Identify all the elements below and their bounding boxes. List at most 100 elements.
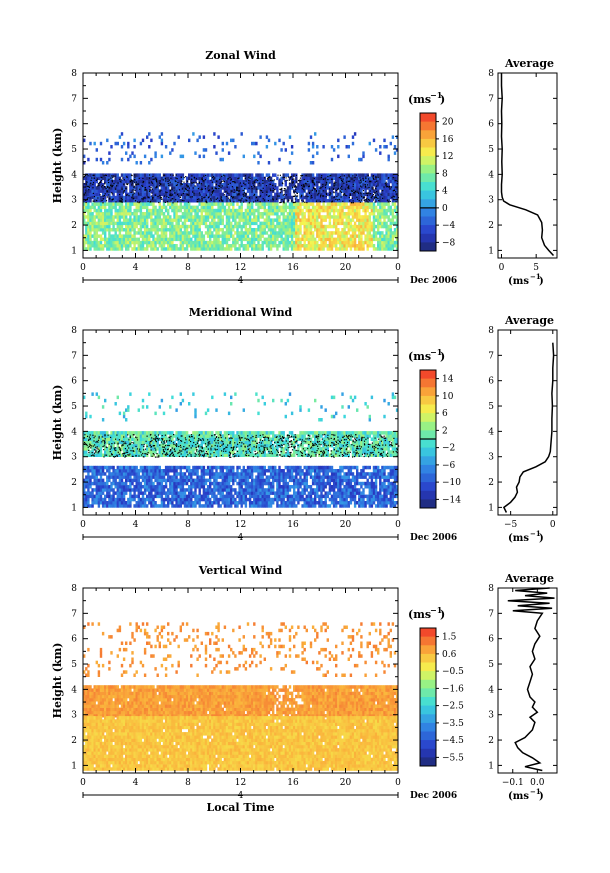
- heatmap-cell: [139, 179, 143, 184]
- y-tick-label: 7: [71, 94, 77, 104]
- heatmap-cell: [339, 221, 342, 226]
- heatmap-cell: [162, 179, 166, 184]
- heatmap-cell: [269, 247, 273, 251]
- contour-dot: [231, 197, 234, 199]
- contour-dot: [255, 200, 257, 202]
- heatmap-cell: [295, 224, 298, 229]
- heatmap-cell: [356, 186, 359, 190]
- contour-dot: [237, 190, 239, 192]
- heatmap-cell: [93, 237, 96, 242]
- heatmap-cell: [381, 247, 384, 251]
- heatmap-cell: [234, 212, 237, 216]
- heatmap-cell: [154, 192, 157, 197]
- contour-dot: [382, 197, 384, 199]
- heatmap-cell: [112, 218, 115, 222]
- heatmap-cell: [106, 447, 109, 451]
- heatmap-cell: [324, 231, 327, 235]
- heatmap-cell: [299, 183, 302, 187]
- heatmap-cell: [303, 453, 306, 457]
- contour-dot: [283, 200, 285, 202]
- contour-dot: [121, 188, 123, 190]
- contour-dot: [168, 196, 170, 199]
- heatmap-cell: [148, 392, 151, 396]
- heatmap-cell: [248, 186, 252, 190]
- heatmap-cell: [286, 247, 290, 251]
- contour-dot: [300, 179, 302, 181]
- heatmap-cell: [104, 212, 107, 216]
- contour-dot: [341, 185, 343, 188]
- heatmap-cell: [341, 244, 344, 248]
- heatmap-cell: [95, 208, 98, 213]
- contour-dot: [188, 187, 190, 189]
- contour-dot: [158, 201, 160, 204]
- heatmap-cell: [118, 208, 122, 213]
- heatmap-cell: [141, 224, 145, 229]
- heatmap-cell: [246, 199, 250, 203]
- heatmap-cell: [169, 450, 172, 454]
- heatmap-cell: [364, 202, 367, 206]
- heatmap-cell: [146, 218, 149, 222]
- heatmap-cell: [225, 176, 229, 181]
- heatmap-cell: [129, 183, 132, 187]
- contour-dot: [331, 178, 333, 180]
- heatmap-cell: [303, 202, 306, 206]
- heatmap-cell: [95, 247, 98, 251]
- heatmap-cell: [293, 450, 296, 454]
- heatmap-cell: [246, 205, 250, 210]
- heatmap-cell: [240, 234, 243, 238]
- heatmap-cell: [213, 173, 216, 177]
- contour-dot: [287, 176, 290, 178]
- heatmap-cell: [276, 215, 279, 219]
- contour-dot: [300, 196, 302, 198]
- heatmap-cell: [194, 221, 197, 226]
- heatmap-cell: [364, 240, 367, 245]
- heatmap-cell: [326, 173, 329, 177]
- heatmap-cell: [225, 215, 229, 219]
- heatmap-cell: [301, 199, 304, 203]
- contour-dot: [221, 180, 223, 182]
- heatmap-cell: [118, 411, 122, 416]
- heatmap-cell: [122, 237, 126, 242]
- heatmap-cell: [118, 202, 122, 206]
- heatmap-cell: [362, 183, 365, 187]
- heatmap-cell: [322, 237, 325, 242]
- heatmap-cell: [255, 141, 258, 146]
- heatmap-cell: [97, 205, 101, 210]
- heatmap-cell: [248, 447, 252, 451]
- heatmap-cell: [284, 173, 287, 177]
- heatmap-cell: [192, 234, 195, 238]
- contour-dot: [141, 198, 143, 200]
- heatmap-cell: [263, 453, 266, 457]
- heatmap-cell: [311, 186, 315, 190]
- contour-dot: [175, 180, 177, 183]
- heatmap-cell: [185, 212, 189, 216]
- heatmap-cell: [114, 189, 117, 193]
- heatmap-cell: [377, 192, 380, 197]
- contour-dot: [141, 184, 143, 187]
- heatmap-cell: [198, 218, 201, 222]
- contour-dot: [132, 195, 134, 197]
- heatmap-cell: [314, 244, 317, 248]
- heatmap-cell: [183, 183, 187, 187]
- contour-dot: [255, 179, 257, 181]
- heatmap-cell: [238, 173, 241, 177]
- heatmap-cell: [274, 450, 277, 454]
- heatmap-cell: [385, 202, 388, 206]
- heatmap-cell: [301, 202, 304, 206]
- heatmap-cell: [120, 189, 124, 193]
- heatmap-cell: [295, 231, 298, 235]
- heatmap-cell: [236, 212, 239, 216]
- heatmap-cell: [112, 179, 115, 184]
- heatmap-cell: [236, 231, 239, 235]
- heatmap-cell: [202, 240, 206, 245]
- heatmap-cell: [309, 192, 313, 197]
- heatmap-cell: [221, 183, 224, 187]
- heatmap-cell: [141, 212, 145, 216]
- heatmap-cell: [202, 186, 206, 190]
- heatmap-cell: [301, 179, 304, 184]
- heatmap-cell: [343, 135, 346, 139]
- heatmap-cell: [221, 247, 224, 251]
- heatmap-cell: [158, 234, 161, 238]
- heatmap-cell: [167, 186, 170, 190]
- heatmap-cell: [389, 195, 392, 200]
